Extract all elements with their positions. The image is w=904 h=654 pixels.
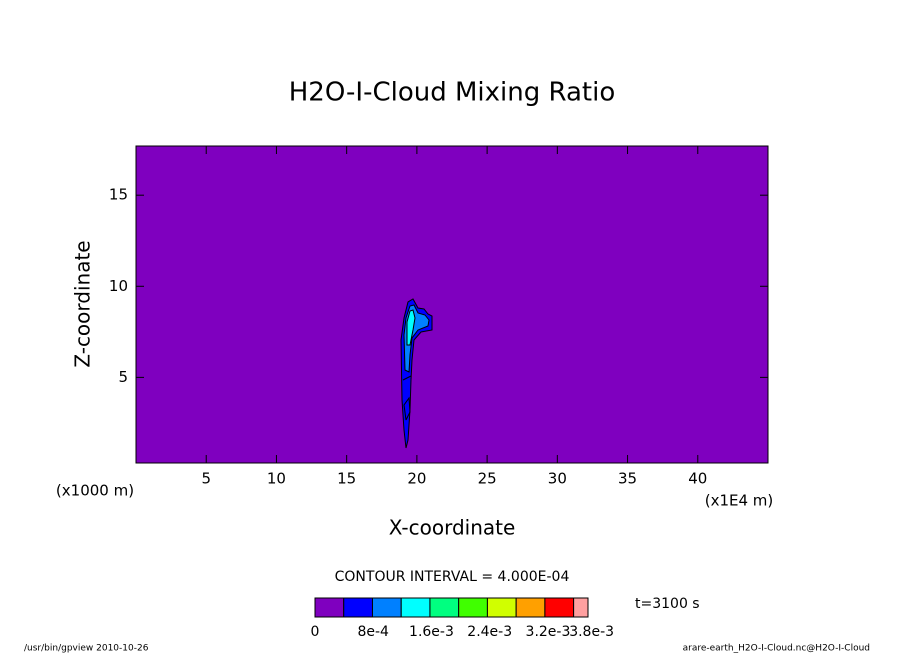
field-background	[136, 146, 768, 463]
contour-interval: CONTOUR INTERVAL = 4.000E-04	[335, 569, 570, 585]
colorbar-box	[515, 597, 546, 618]
y-axis-label: Z-coordinate	[71, 240, 95, 367]
colorbar-box	[400, 597, 431, 618]
cloud-contours	[400, 298, 433, 449]
colorbar-label: 3.2e-3	[526, 624, 571, 640]
plot-frame	[135, 145, 769, 464]
x-axis-label: X-coordinate	[389, 516, 516, 540]
x-tick-label: 10	[267, 470, 286, 488]
colorbar: 0 8e-4 1.6e-3 2.4e-3 3.2e-33.8e-3	[311, 597, 614, 640]
footer-left: /usr/bin/gpview 2010-10-26	[24, 644, 149, 654]
x-tick-label: 35	[618, 470, 637, 488]
colorbar-box	[458, 597, 488, 618]
contour-fill	[406, 309, 416, 346]
colorbar-label: 1.6e-3	[409, 624, 454, 640]
x-tick-label: 20	[407, 470, 426, 488]
x-units: (x1000 m)	[56, 482, 134, 500]
colorbar-box	[544, 597, 575, 618]
colorbar-label: 2.4e-3	[467, 624, 512, 640]
plot-area	[136, 146, 768, 463]
time-label: t=3100 s	[635, 596, 700, 612]
colorbar-box	[371, 597, 402, 618]
x-tick-label: 15	[337, 470, 356, 488]
colorbar-box	[486, 597, 517, 618]
y-tick-label: 15	[109, 186, 128, 204]
y-tick-label: 5	[118, 368, 128, 386]
x-tick-label: 25	[478, 470, 497, 488]
colorbar-box	[573, 597, 589, 618]
colorbar-label: 0	[311, 624, 320, 640]
colorbar-box	[429, 597, 460, 618]
contour-line	[402, 375, 412, 421]
x-tick-label: 30	[548, 470, 567, 488]
x-tick-label: 5	[201, 470, 211, 488]
colorbar-label: 8e-4	[357, 624, 389, 640]
x-scale-note: (x1E4 m)	[705, 492, 774, 510]
y-tick-label: 10	[109, 277, 128, 295]
colorbar-label: 3.8e-3	[569, 624, 614, 640]
chart-title: H2O-I-Cloud Mixing Ratio	[289, 78, 616, 108]
footer-right: arare-earth_H2O-I-Cloud.nc@H2O-I-Cloud	[683, 644, 870, 654]
colorbar-box	[343, 597, 373, 618]
colorbar-box	[314, 597, 345, 618]
x-tick-label: 40	[688, 470, 707, 488]
